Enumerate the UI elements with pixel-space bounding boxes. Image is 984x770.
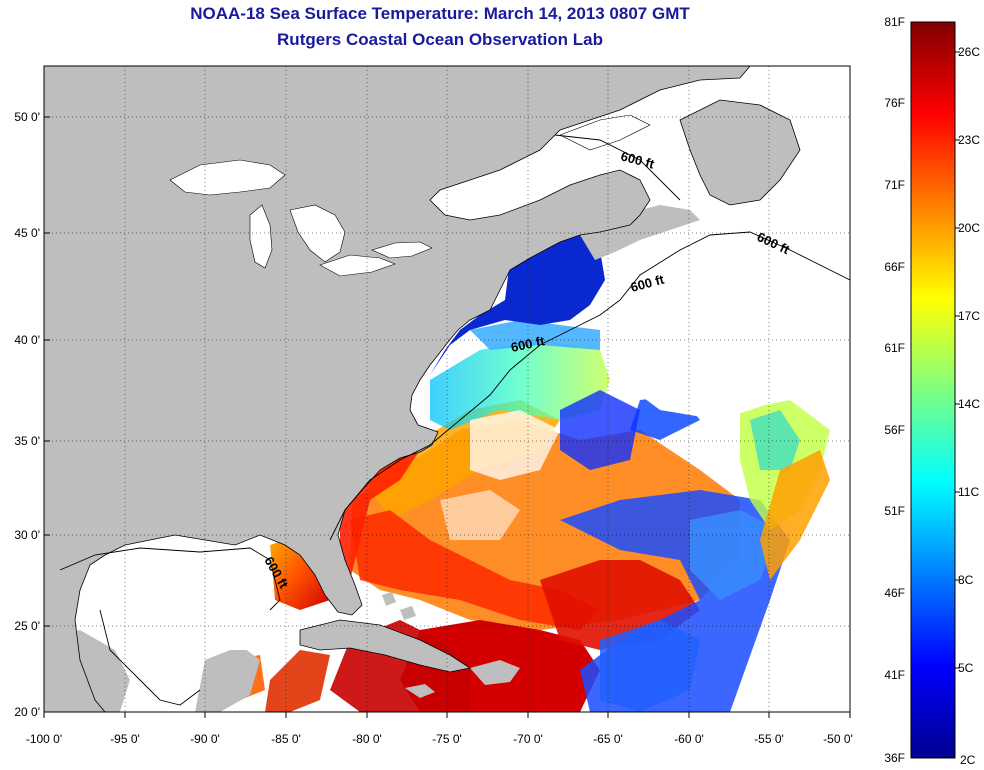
land-masses	[44, 66, 800, 712]
colorbar-f-label: 56F	[884, 423, 905, 437]
lon-tick-label: -55 0'	[754, 732, 784, 746]
colorbar-fahrenheit-labels: 81F 76F 71F 66F 61F 56F 51F 46F 41F 36F	[884, 15, 905, 765]
colorbar-c-label: 5C	[958, 661, 974, 675]
colorbar-c-label: 14C	[958, 397, 980, 411]
depth-contour-600ft	[59, 134, 850, 706]
colorbar-f-label: 46F	[884, 586, 905, 600]
lon-tick-label: -95 0'	[110, 732, 140, 746]
colorbar-f-label: 51F	[884, 504, 905, 518]
colorbar-f-label: 71F	[884, 178, 905, 192]
colorbar-f-label: 41F	[884, 668, 905, 682]
lat-tick-label: 20 0'	[14, 705, 40, 719]
colorbar-c-label: 11C	[958, 485, 979, 499]
lon-tick-label: -85 0'	[271, 732, 301, 746]
lat-tick-label: 40 0'	[14, 333, 40, 347]
lat-tick-label: 45 0'	[14, 226, 40, 240]
gulf-of-mexico	[80, 535, 300, 712]
great-lakes	[169, 114, 651, 277]
lon-tick-label: -50 0'	[823, 732, 853, 746]
lat-tick-label: 35 0'	[14, 434, 40, 448]
colorbar-c-label: 2C	[960, 753, 976, 767]
lon-tick-label: -90 0'	[190, 732, 220, 746]
latitude-axis: 50 0' 45 0' 40 0' 35 0' 30 0' 25 0' 20 0…	[14, 110, 50, 719]
colorbar-c-label: 26C	[958, 45, 980, 59]
lat-tick-label: 25 0'	[14, 619, 40, 633]
lon-tick-label: -60 0'	[674, 732, 704, 746]
lon-tick-label: -65 0'	[593, 732, 623, 746]
lon-tick-label: -80 0'	[352, 732, 382, 746]
lon-tick-label: -70 0'	[513, 732, 543, 746]
colorbar-f-label: 66F	[884, 260, 905, 274]
colorbar-c-label: 17C	[958, 309, 980, 323]
colorbar: 81F 76F 71F 66F 61F 56F 51F 46F 41F 36F …	[884, 15, 980, 767]
map-layers	[44, 66, 850, 712]
lon-tick-label: -75 0'	[432, 732, 462, 746]
colorbar-f-label: 76F	[884, 96, 905, 110]
colorbar-c-label: 20C	[958, 221, 980, 235]
lat-tick-label: 30 0'	[14, 528, 40, 542]
map-title: NOAA-18 Sea Surface Temperature: March 1…	[190, 4, 690, 23]
lon-tick-label: -100 0'	[26, 732, 62, 746]
colorbar-c-label: 23C	[958, 133, 980, 147]
lat-tick-label: 50 0'	[14, 110, 40, 124]
coastlines	[74, 66, 801, 712]
sst-data	[230, 220, 850, 712]
colorbar-f-label: 61F	[884, 341, 905, 355]
depth-label: 600 ft	[510, 333, 547, 355]
colorbar-f-label: 36F	[884, 751, 905, 765]
map-subtitle: Rutgers Coastal Ocean Observation Lab	[277, 30, 603, 49]
colorbar-f-label: 81F	[884, 15, 905, 29]
colorbar-celsius-labels: 26C 23C 20C 17C 14C 11C 8C 5C 2C	[955, 45, 980, 767]
colorbar-c-label: 8C	[958, 573, 974, 587]
longitude-axis: -100 0' -95 0' -90 0' -85 0' -80 0' -75 …	[26, 712, 853, 746]
colorbar-gradient	[910, 21, 956, 759]
